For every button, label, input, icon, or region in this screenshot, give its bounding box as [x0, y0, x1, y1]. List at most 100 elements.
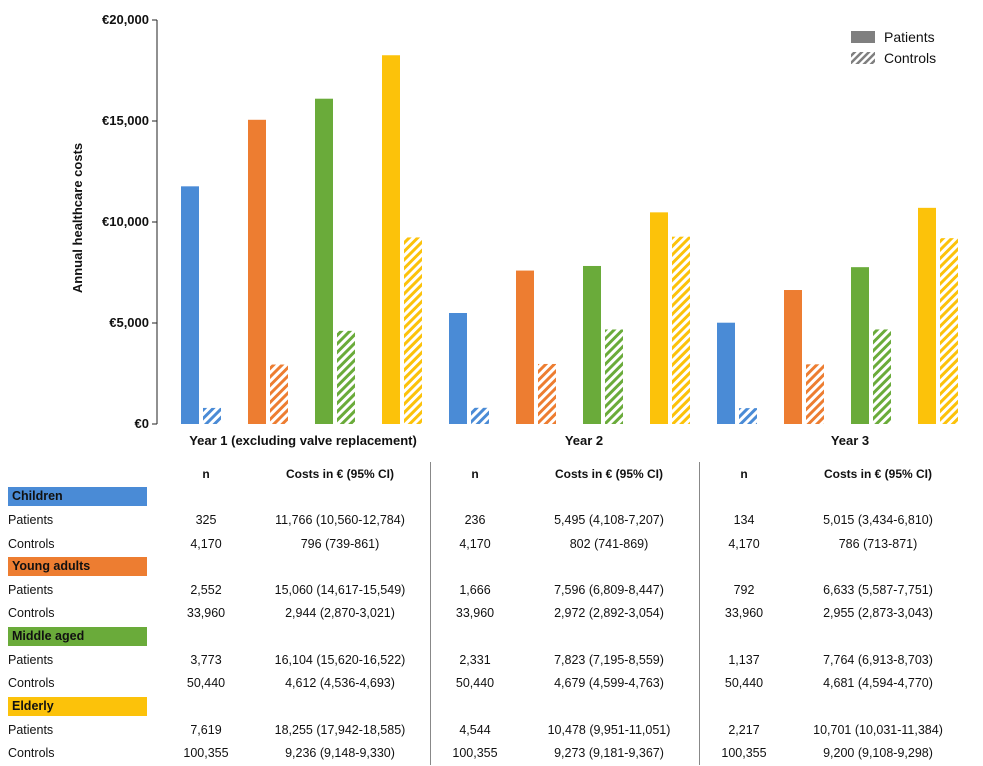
cell-n: 134 — [733, 513, 755, 528]
legend-label-controls: Controls — [884, 50, 936, 66]
bar-middle-aged-patients — [315, 98, 333, 424]
cell-costs: 4,612 (4,536-4,693) — [250, 671, 431, 695]
bar-chart: Annual healthcare costs €0€5,000€10,000€… — [70, 12, 958, 448]
y-tick-label: €15,000 — [102, 113, 149, 128]
table-row: Patients 2,552 15,060 (14,617-15,549) 1,666… — [8, 578, 968, 602]
cell-n: 100,355 — [183, 746, 229, 761]
cell-costs: 15,060 (14,617-15,549) — [250, 578, 431, 602]
y-tick-label: €10,000 — [102, 214, 149, 229]
table-header: n Costs in € (95% CI) n Costs in € (95% CI)… — [8, 462, 968, 486]
cell-n: 4,544 — [459, 722, 491, 737]
x-category-label: Year 3 — [831, 433, 869, 448]
cell-n: 100,355 — [452, 746, 498, 761]
group-row: Middle aged — [8, 625, 968, 649]
cell-costs: 10,701 (10,031-11,384) — [813, 722, 943, 737]
y-axis: €0 €5,000 €10,000 €15,000 €20,000 — [102, 12, 158, 431]
cell-n: 1,666 — [459, 583, 491, 598]
cell-n: 7,619 — [190, 722, 222, 737]
cell-costs: 7,823 (7,195-8,559) — [519, 648, 700, 672]
bar-children-controls — [739, 408, 757, 424]
bar-children-patients — [449, 313, 467, 424]
column-header-costs: Costs in € (95% CI) — [250, 462, 431, 486]
table-row: Patients 3,773 16,104 (15,620-16,522) 2,331… — [8, 648, 968, 672]
cell-n: 2,217 — [728, 722, 760, 737]
table-header-row: n Costs in € (95% CI) n Costs in € (95% CI)… — [8, 462, 968, 486]
y-tick-label: €0 — [135, 416, 149, 431]
group-row: Elderly — [8, 694, 968, 719]
bar-elderly-controls — [672, 236, 690, 424]
cell-costs: 9,200 (9,108-9,298) — [823, 746, 933, 761]
cell-costs: 16,104 (15,620-16,522) — [250, 648, 431, 672]
cell-costs: 18,255 (17,942-18,585) — [250, 718, 431, 742]
bar-middle-aged-patients — [851, 267, 869, 424]
cell-costs: 2,955 (2,873-3,043) — [823, 606, 933, 621]
column-header-n: n — [740, 466, 748, 481]
row-label: Patients — [8, 653, 54, 668]
bar-elderly-patients — [650, 212, 668, 424]
cell-n: 50,440 — [186, 676, 226, 691]
legend-swatch-patients — [851, 31, 875, 43]
cell-n: 50,440 — [455, 676, 495, 691]
cell-n: 100,355 — [721, 746, 767, 761]
cell-costs: 9,273 (9,181-9,367) — [519, 741, 700, 765]
cell-n: 50,440 — [724, 676, 764, 691]
bar-young-adults-patients — [516, 270, 534, 424]
cell-costs: 2,972 (2,892-3,054) — [519, 601, 700, 626]
x-axis-labels: Year 1 (excluding valve replacement) Year… — [189, 433, 869, 448]
row-label: Controls — [8, 746, 55, 761]
cell-n: 2,331 — [459, 653, 491, 668]
row-label: Patients — [8, 583, 54, 598]
cell-n: 1,137 — [728, 653, 760, 668]
y-tick-label: €20,000 — [102, 12, 149, 27]
legend-label-patients: Patients — [884, 29, 935, 45]
row-label: Patients — [8, 513, 54, 528]
group-row: Young adults — [8, 555, 968, 579]
cell-n: 3,773 — [190, 653, 222, 668]
cell-n: 792 — [733, 583, 755, 598]
bar-young-adults-patients — [248, 119, 266, 425]
bar-young-adults-controls — [270, 364, 288, 424]
bar-children-controls — [471, 407, 489, 424]
cell-n: 4,170 — [728, 536, 760, 551]
cell-costs: 796 (739-861) — [250, 531, 431, 556]
table-row: Patients 325 11,766 (10,560-12,784) 236 5,49… — [8, 508, 968, 532]
bar-elderly-controls — [940, 238, 958, 424]
bar-middle-aged-controls — [337, 330, 355, 424]
cell-n: 236 — [464, 513, 486, 528]
cell-costs: 2,944 (2,870-3,021) — [250, 601, 431, 626]
cell-costs: 7,596 (6,809-8,447) — [519, 578, 700, 602]
row-label: Patients — [8, 722, 54, 737]
table-row: Controls 4,170 796 (739-861) 4,170 802 (741-… — [8, 531, 968, 556]
cell-costs: 5,495 (4,108-7,207) — [519, 508, 700, 532]
row-label: Controls — [8, 676, 55, 691]
bar-middle-aged-controls — [873, 329, 891, 424]
bar-children-patients — [717, 322, 735, 424]
column-header-costs: Costs in € (95% CI) — [519, 462, 700, 486]
row-label: Controls — [8, 606, 55, 621]
table-row: Patients 7,619 18,255 (17,942-18,585) 4,544… — [8, 718, 968, 742]
bar-middle-aged-patients — [583, 265, 601, 424]
cell-costs: 802 (741-869) — [519, 531, 700, 556]
bar-elderly-patients — [382, 55, 400, 425]
x-category-label: Year 1 (excluding valve replacement) — [189, 433, 417, 448]
cell-costs: 4,681 (4,594-4,770) — [823, 676, 933, 691]
bar-children-controls — [203, 407, 221, 424]
column-header-costs: Costs in € (95% CI) — [823, 466, 933, 481]
cell-costs: 6,633 (5,587-7,751) — [823, 583, 933, 598]
cost-table: n Costs in € (95% CI) n Costs in € (95% CI)… — [8, 462, 968, 765]
cell-costs: 4,679 (4,599-4,763) — [519, 671, 700, 695]
row-label: Controls — [8, 536, 55, 551]
bar-elderly-patients — [918, 207, 936, 424]
table-row: Controls 100,355 9,236 (9,148-9,330) 100,35… — [8, 741, 968, 765]
cell-n: 2,552 — [190, 583, 222, 598]
cell-n: 33,960 — [455, 606, 495, 621]
cell-n: 33,960 — [724, 606, 764, 621]
cell-n: 4,170 — [459, 536, 491, 551]
legend-swatch-controls — [851, 52, 875, 64]
bar-children-patients — [181, 186, 199, 424]
bar-elderly-controls — [404, 237, 422, 424]
x-category-label: Year 2 — [565, 433, 603, 448]
group-label: Elderly — [8, 697, 147, 717]
group-row: Children — [8, 485, 968, 509]
y-axis-label: Annual healthcare costs — [70, 143, 85, 293]
